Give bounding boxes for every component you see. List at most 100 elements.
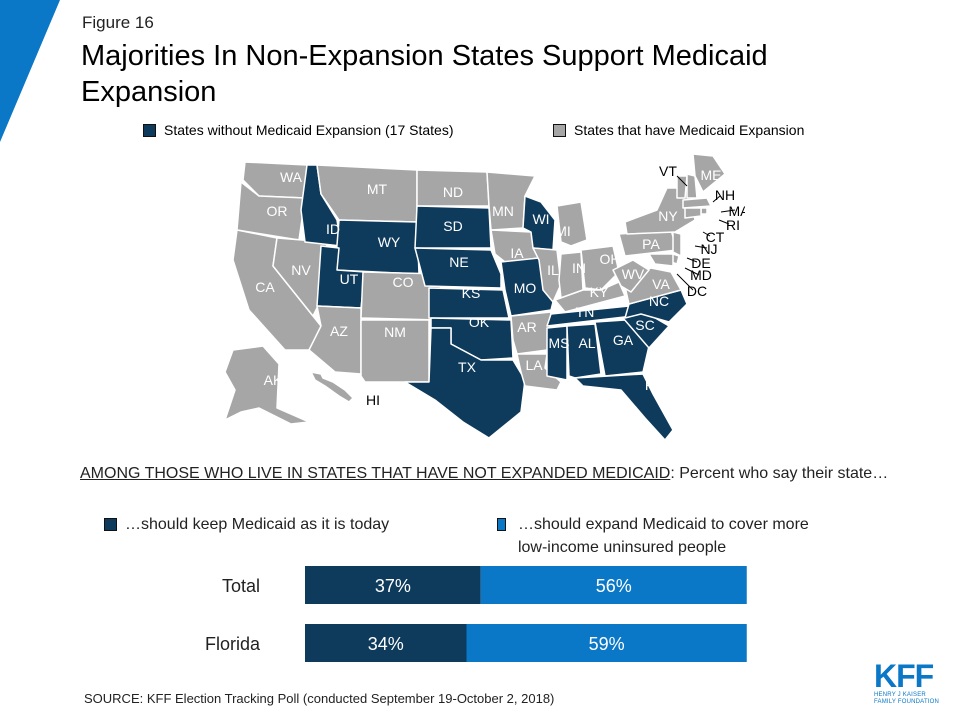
state-al bbox=[566, 323, 602, 379]
state-label-oh: OH bbox=[600, 251, 621, 267]
bar-total-series-1 bbox=[480, 566, 747, 604]
state-label-ut: UT bbox=[340, 271, 359, 287]
state-label-sd: SD bbox=[443, 218, 462, 234]
bar-label-florida-series-0: 34% bbox=[368, 634, 404, 654]
state-ct bbox=[684, 207, 702, 219]
category-label-total: Total bbox=[222, 576, 260, 596]
state-label-wi: WI bbox=[532, 211, 549, 227]
kff-logo: KFF HENRY J KAISER FAMILY FOUNDATION bbox=[874, 660, 946, 706]
state-label-ri: RI bbox=[726, 217, 740, 233]
state-label-or: OR bbox=[267, 203, 288, 219]
state-ak bbox=[225, 345, 310, 425]
category-label-florida: Florida bbox=[205, 634, 261, 654]
state-ne bbox=[414, 247, 502, 289]
bar-label-florida-series-1: 59% bbox=[589, 634, 625, 654]
state-label-tx: TX bbox=[458, 359, 477, 375]
state-label-fl: FL bbox=[645, 377, 662, 393]
legend-swatch-keep bbox=[104, 518, 117, 531]
legend-non-expansion: States without Medicaid Expansion (17 St… bbox=[143, 122, 454, 138]
chart-legend-expand: …should expand Medicaid to cover more lo… bbox=[497, 513, 837, 559]
state-label-id: ID bbox=[326, 221, 340, 237]
state-label-ok: OK bbox=[469, 314, 490, 330]
state-label-wy: WY bbox=[378, 234, 401, 250]
state-label-ia: IA bbox=[510, 245, 524, 261]
state-label-dc: DC bbox=[687, 283, 707, 299]
state-nh bbox=[686, 173, 698, 199]
state-label-ks: KS bbox=[462, 285, 481, 301]
state-label-de: DE bbox=[691, 255, 710, 271]
state-vt bbox=[676, 175, 688, 199]
state-label-wv: WV bbox=[622, 266, 645, 282]
state-mi bbox=[556, 201, 588, 247]
legend-label-keep: …should keep Medicaid as it is today bbox=[125, 516, 390, 533]
bar-label-total-series-1: 56% bbox=[596, 576, 632, 596]
state-label-ne: NE bbox=[449, 254, 468, 270]
state-oh bbox=[580, 245, 620, 291]
survey-question: AMONG THOSE WHO LIVE IN STATES THAT HAVE… bbox=[80, 462, 930, 485]
state-il bbox=[532, 247, 562, 303]
state-label-tn: TN bbox=[576, 304, 595, 320]
bar-total-series-0 bbox=[305, 566, 481, 604]
state-label-al: AL bbox=[578, 335, 595, 351]
state-hi bbox=[310, 371, 354, 403]
state-label-ak: AK bbox=[264, 372, 283, 388]
state-label-hi: HI bbox=[366, 392, 380, 408]
state-label-ny: NY bbox=[658, 208, 678, 224]
state-label-me: ME bbox=[701, 167, 722, 183]
state-az bbox=[308, 305, 362, 375]
state-ri bbox=[700, 207, 708, 215]
state-label-in: IN bbox=[572, 260, 586, 276]
state-label-nc: NC bbox=[649, 293, 669, 309]
state-label-ca: CA bbox=[255, 279, 275, 295]
state-label-ar: AR bbox=[517, 319, 536, 335]
legend-expansion: States that have Medicaid Expansion bbox=[553, 122, 804, 138]
state-label-vt: VT bbox=[659, 163, 677, 179]
state-label-mi: MI bbox=[555, 223, 571, 239]
state-label-ms: MS bbox=[549, 335, 570, 351]
state-label-md: MD bbox=[690, 267, 712, 283]
state-label-nv: NV bbox=[291, 262, 311, 278]
state-label-nj: NJ bbox=[700, 241, 717, 257]
question-rest: : Percent who say their state… bbox=[670, 465, 889, 482]
stacked-bar-chart: Total 37% 56% Florida 34% 59% bbox=[205, 566, 747, 662]
state-label-nm: NM bbox=[384, 324, 406, 340]
state-me bbox=[692, 153, 726, 193]
state-label-az: AZ bbox=[330, 323, 348, 339]
state-ma bbox=[682, 197, 712, 209]
state-label-wa: WA bbox=[280, 169, 303, 185]
us-map: WA OR CA NV ID MT WY UT CO AZ NM ND SD NE KS OK TX MN IA MO… bbox=[225, 153, 746, 441]
state-ga bbox=[594, 319, 650, 377]
corner-accent bbox=[0, 0, 60, 142]
state-label-pa: PA bbox=[642, 236, 660, 252]
state-nj bbox=[672, 231, 682, 257]
legend-label-expansion: States that have Medicaid Expansion bbox=[574, 122, 805, 138]
state-sd bbox=[414, 205, 492, 249]
question-underlined: AMONG THOSE WHO LIVE IN STATES THAT HAVE… bbox=[80, 465, 671, 482]
state-tx bbox=[404, 327, 526, 439]
state-label-co: CO bbox=[393, 274, 414, 290]
kff-logo-mark: KFF bbox=[874, 658, 934, 694]
state-ms bbox=[546, 325, 568, 381]
state-label-il: IL bbox=[547, 262, 559, 278]
state-label-sc: SC bbox=[635, 317, 654, 333]
bar-florida-series-1 bbox=[466, 624, 747, 662]
state-nm bbox=[360, 319, 430, 383]
legend-label-non-expansion: States without Medicaid Expansion (17 St… bbox=[164, 122, 454, 138]
legend-swatch-non-expansion bbox=[143, 123, 156, 137]
state-label-ga: GA bbox=[613, 332, 634, 348]
legend-swatch-expansion bbox=[553, 123, 566, 137]
state-label-nh: NH bbox=[715, 187, 735, 203]
state-md bbox=[648, 253, 674, 267]
legend-label-expand: …should expand Medicaid to cover more lo… bbox=[517, 516, 809, 556]
state-label-mo: MO bbox=[514, 280, 537, 296]
state-wv bbox=[612, 259, 650, 293]
state-label-ma: MA bbox=[729, 203, 746, 219]
bar-florida-series-0 bbox=[305, 624, 467, 662]
chart-title: Majorities In Non-Expansion States Suppo… bbox=[81, 40, 768, 108]
state-label-nd: ND bbox=[443, 184, 463, 200]
figure-label: Figure 16 bbox=[82, 13, 154, 32]
bar-label-total-series-0: 37% bbox=[375, 576, 411, 596]
state-label-ct: CT bbox=[706, 229, 725, 245]
state-label-mt: MT bbox=[367, 181, 388, 197]
kff-logo-line2: FAMILY FOUNDATION bbox=[874, 699, 940, 705]
